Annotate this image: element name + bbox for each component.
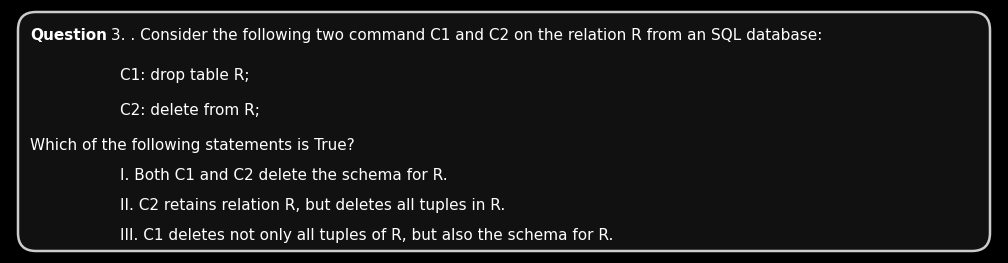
Text: I. Both C1 and C2 delete the schema for R.: I. Both C1 and C2 delete the schema for … (120, 168, 448, 183)
Text: III. C1 deletes not only all tuples of R, but also the schema for R.: III. C1 deletes not only all tuples of R… (120, 228, 614, 243)
FancyBboxPatch shape (18, 12, 990, 251)
Text: 3. . Consider the following two command C1 and C2 on the relation R from an SQL : 3. . Consider the following two command … (106, 28, 823, 43)
Text: Question: Question (30, 28, 107, 43)
Text: C2: delete from R;: C2: delete from R; (120, 103, 260, 118)
Text: Which of the following statements is True?: Which of the following statements is Tru… (30, 138, 355, 153)
Text: II. C2 retains relation R, but deletes all tuples in R.: II. C2 retains relation R, but deletes a… (120, 198, 505, 213)
Text: C1: drop table R;: C1: drop table R; (120, 68, 250, 83)
